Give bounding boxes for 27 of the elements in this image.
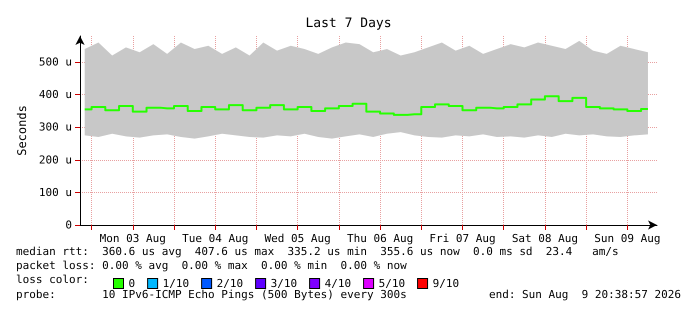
y-tick-label: 100 u: [38, 186, 72, 199]
y-tick-label: 200 u: [38, 153, 72, 166]
text: packet loss: 0.00 % avg 0.00 % max 0.00 % min 0.00 % now: [16, 259, 408, 272]
x-tick-label: Wed 05 Aug: [264, 232, 331, 245]
legend-label: 9/10: [432, 277, 460, 290]
y-tick-label: 400 u: [38, 88, 72, 102]
chart-title: Last 7 Days: [305, 16, 392, 31]
x-tick-label: Sun 09 Aug: [594, 232, 660, 245]
y-tick-label: 300 u: [38, 120, 72, 134]
x-tick-label: Fri 07 Aug: [429, 232, 496, 245]
y-tick-label: 0: [65, 218, 72, 232]
legend-label: 1/10: [162, 277, 190, 290]
y-axis-title: Seconds: [15, 105, 29, 156]
x-tick-label: Sat 08 Aug: [512, 232, 578, 245]
x-tick-label: Mon 03 Aug: [100, 232, 166, 245]
legend-label: 4/10: [324, 277, 352, 290]
text: median rtt: 360.6 us avg 407.6 us max 335.2 us min 355.6 us now 0.0 ms sd 23.4 am/s: [16, 245, 619, 258]
legend-title: loss color:: [16, 273, 89, 286]
legend-label: 2/10: [216, 277, 244, 290]
y-tick-label: 500 u: [38, 56, 72, 69]
text: end: Sun Aug 9 20:38:57 2026: [488, 288, 682, 301]
legend-label: 5/10: [378, 277, 406, 290]
x-tick-label: Tue 04 Aug: [182, 232, 248, 245]
legend-label: 0: [128, 277, 136, 290]
text: probe: 10 IPv6-ICMP Echo Pings (500 Bytes) every 300s: [16, 288, 407, 301]
legend-label: 3/10: [270, 277, 298, 290]
x-tick-label: Thu 06 Aug: [346, 232, 414, 245]
